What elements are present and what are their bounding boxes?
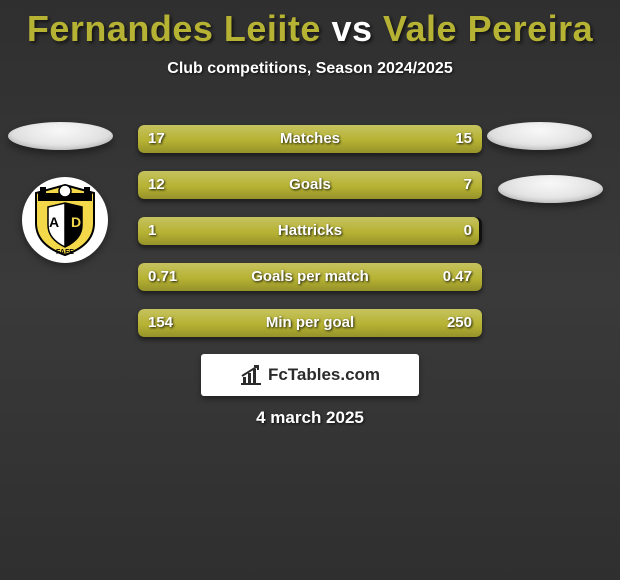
stat-row: 154250Min per goal [138, 309, 482, 337]
date-label: 4 march 2025 [0, 408, 620, 428]
player1-club-logo: A D FAFE [22, 177, 108, 263]
shield-icon: A D FAFE [30, 183, 100, 257]
svg-text:D: D [71, 214, 81, 230]
svg-text:FAFE: FAFE [56, 249, 74, 256]
stat-label: Goals per match [138, 263, 482, 291]
title-vs: vs [331, 8, 372, 49]
stat-row: 0.710.47Goals per match [138, 263, 482, 291]
svg-text:A: A [49, 214, 59, 230]
page-title: Fernandes Leiite vs Vale Pereira [0, 0, 620, 50]
stat-label: Hattricks [138, 217, 482, 245]
stat-label: Matches [138, 125, 482, 153]
player2-avatar-placeholder [487, 122, 592, 150]
title-player2: Vale Pereira [383, 8, 593, 49]
stats-panel: 1715Matches 127Goals 10Hattricks 0.710.47Go… [138, 125, 482, 355]
stat-label: Min per goal [138, 309, 482, 337]
brand-text: FcTables.com [268, 365, 380, 385]
stat-row: 1715Matches [138, 125, 482, 153]
stat-row: 127Goals [138, 171, 482, 199]
brand-badge[interactable]: FcTables.com [201, 354, 419, 396]
stat-label: Goals [138, 171, 482, 199]
player2-club-placeholder [498, 175, 603, 203]
stat-row: 10Hattricks [138, 217, 482, 245]
title-player1: Fernandes Leiite [27, 8, 321, 49]
subtitle: Club competitions, Season 2024/2025 [0, 60, 620, 78]
player1-avatar-placeholder [8, 122, 113, 150]
bar-chart-icon [240, 365, 262, 385]
